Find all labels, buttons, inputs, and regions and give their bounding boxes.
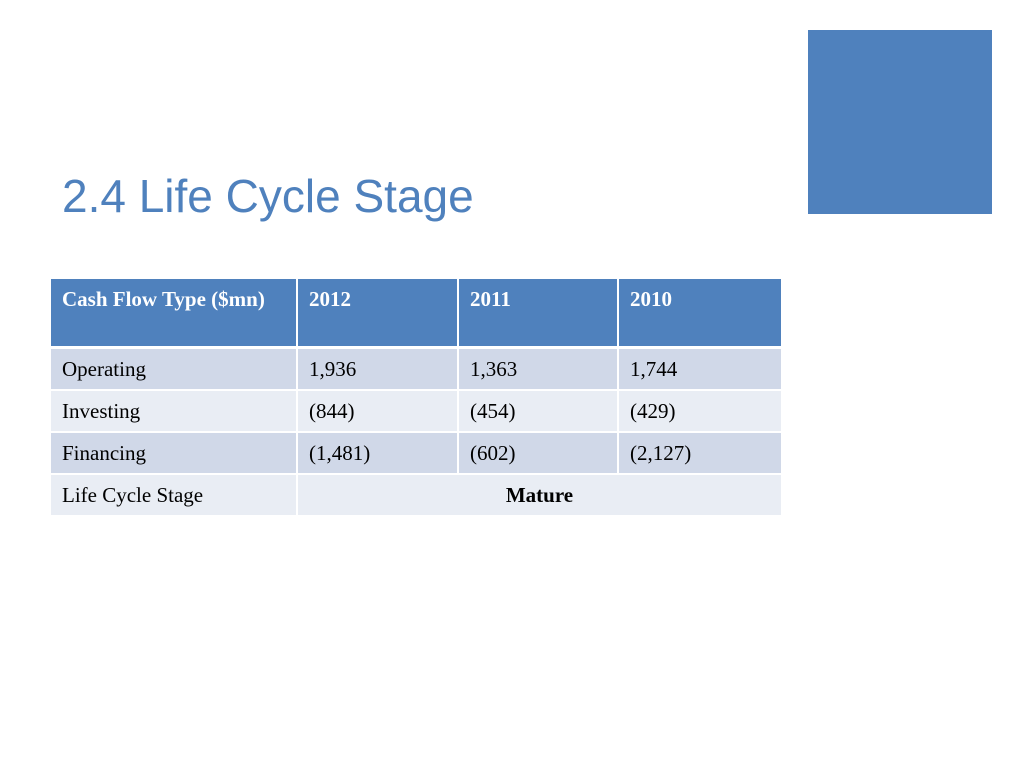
table-row-financing: Financing (1,481) (602) (2,127) xyxy=(51,433,781,475)
cell-value: (844) xyxy=(298,391,459,433)
column-header-2011: 2011 xyxy=(459,279,619,349)
table-row-life-cycle-stage: Life Cycle Stage Mature xyxy=(51,475,781,517)
table-row-investing: Investing (844) (454) (429) xyxy=(51,391,781,433)
column-header-cash-flow-type: Cash Flow Type ($mn) xyxy=(51,279,298,349)
row-label: Operating xyxy=(51,349,298,391)
cell-value: 1,744 xyxy=(619,349,781,391)
life-cycle-stage-value: Mature xyxy=(298,475,781,517)
accent-square xyxy=(808,30,992,214)
row-label: Investing xyxy=(51,391,298,433)
column-header-2012: 2012 xyxy=(298,279,459,349)
table-header-row: Cash Flow Type ($mn) 2012 2011 2010 xyxy=(51,279,781,349)
cell-value: 1,936 xyxy=(298,349,459,391)
row-label: Financing xyxy=(51,433,298,475)
cell-value: (1,481) xyxy=(298,433,459,475)
cell-value: (429) xyxy=(619,391,781,433)
slide-title: 2.4 Life Cycle Stage xyxy=(62,170,474,222)
row-label: Life Cycle Stage xyxy=(51,475,298,517)
cell-value: 1,363 xyxy=(459,349,619,391)
table-row-operating: Operating 1,936 1,363 1,744 xyxy=(51,349,781,391)
cell-value: (454) xyxy=(459,391,619,433)
cash-flow-table: Cash Flow Type ($mn) 2012 2011 2010 Oper… xyxy=(51,279,781,517)
cell-value: (2,127) xyxy=(619,433,781,475)
column-header-2010: 2010 xyxy=(619,279,781,349)
cell-value: (602) xyxy=(459,433,619,475)
